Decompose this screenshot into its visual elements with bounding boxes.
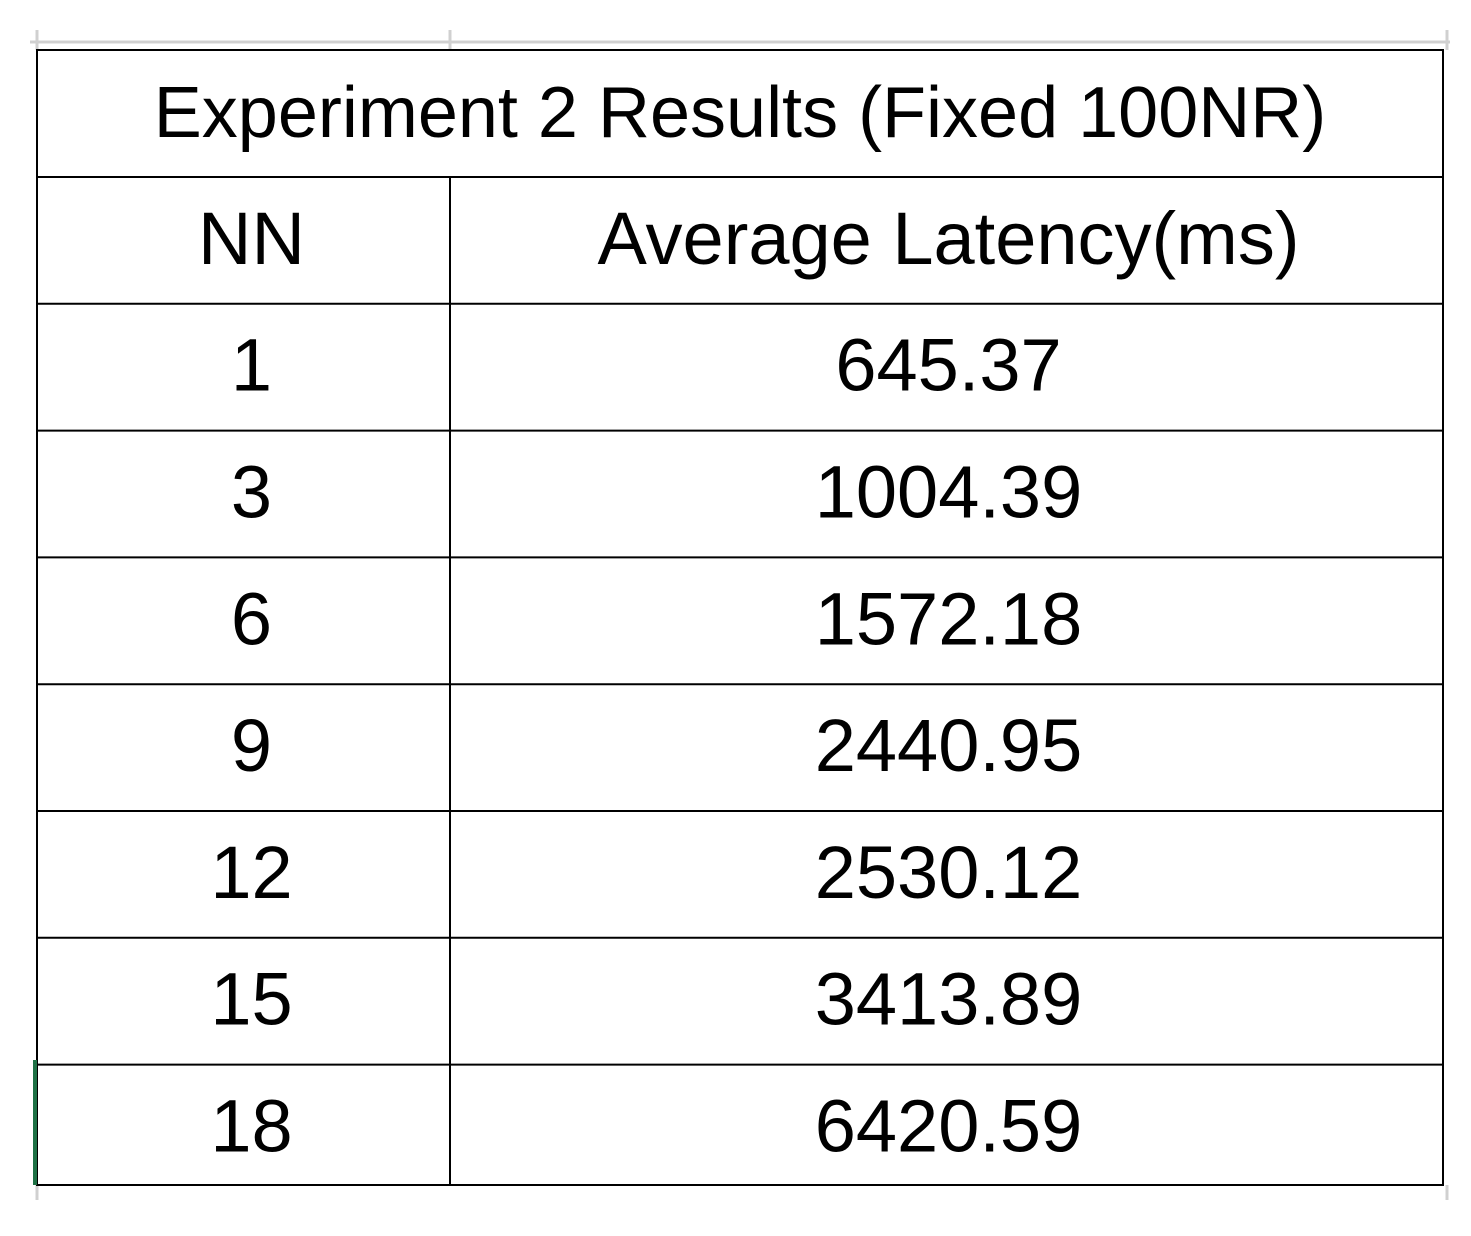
header-cell: NN — [198, 197, 305, 280]
latency-cell: 2440.95 — [815, 704, 1083, 787]
latency-cell: 1572.18 — [815, 577, 1083, 660]
latency-cell: 645.37 — [835, 324, 1061, 407]
latency-cell: 1004.39 — [815, 451, 1083, 534]
table-title: Experiment 2 Results (Fixed 100NR) — [154, 73, 1326, 153]
nn-cell: 6 — [231, 577, 272, 660]
latency-cell: 6420.59 — [815, 1085, 1083, 1168]
selection-marker — [33, 1060, 37, 1185]
nn-cell: 3 — [231, 451, 272, 534]
header-cell: Average Latency(ms) — [598, 197, 1300, 280]
nn-cell: 9 — [231, 704, 272, 787]
table-border — [36, 49, 1444, 1186]
latency-cell: 2530.12 — [815, 831, 1083, 914]
nn-cell: 1 — [231, 324, 272, 407]
nn-cell: 15 — [210, 958, 292, 1041]
nn-cell: 18 — [210, 1085, 292, 1168]
latency-cell: 3413.89 — [815, 958, 1083, 1041]
nn-cell: 12 — [210, 831, 292, 914]
